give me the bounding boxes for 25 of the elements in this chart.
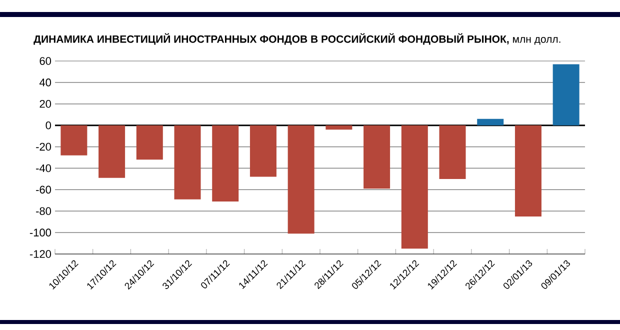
y-tick-label: -20 xyxy=(36,142,52,151)
bar xyxy=(364,125,390,189)
bar xyxy=(250,125,276,177)
bar xyxy=(514,125,542,216)
bar xyxy=(174,125,201,200)
bar xyxy=(439,125,466,179)
bar xyxy=(477,118,504,126)
bar xyxy=(401,125,428,249)
y-tick-label: 0 xyxy=(46,121,52,130)
y-tick-label: 60 xyxy=(40,57,52,65)
y-tick-label: -100 xyxy=(30,228,52,236)
bar xyxy=(212,125,239,202)
y-tick-label: 20 xyxy=(40,100,52,108)
bar xyxy=(60,125,88,156)
bar xyxy=(552,64,580,126)
bar xyxy=(98,125,126,178)
bar xyxy=(136,125,163,160)
bar xyxy=(288,125,314,234)
y-tick-label: -120 xyxy=(30,250,52,258)
bar xyxy=(326,125,352,130)
y-tick-label: -60 xyxy=(36,186,52,194)
y-tick-label: -40 xyxy=(36,164,52,172)
y-tick-label: -80 xyxy=(36,207,52,216)
y-tick-label: 40 xyxy=(39,78,52,86)
chart-title: ДИНАМИКА ИНВЕСТИЦИЙ ИНОСТРАННЫХ ФОНДОВ В РОССИЙСКИЙ ФОНДОВЫЙ РЫНОК, млн долл. xyxy=(34,33,560,45)
